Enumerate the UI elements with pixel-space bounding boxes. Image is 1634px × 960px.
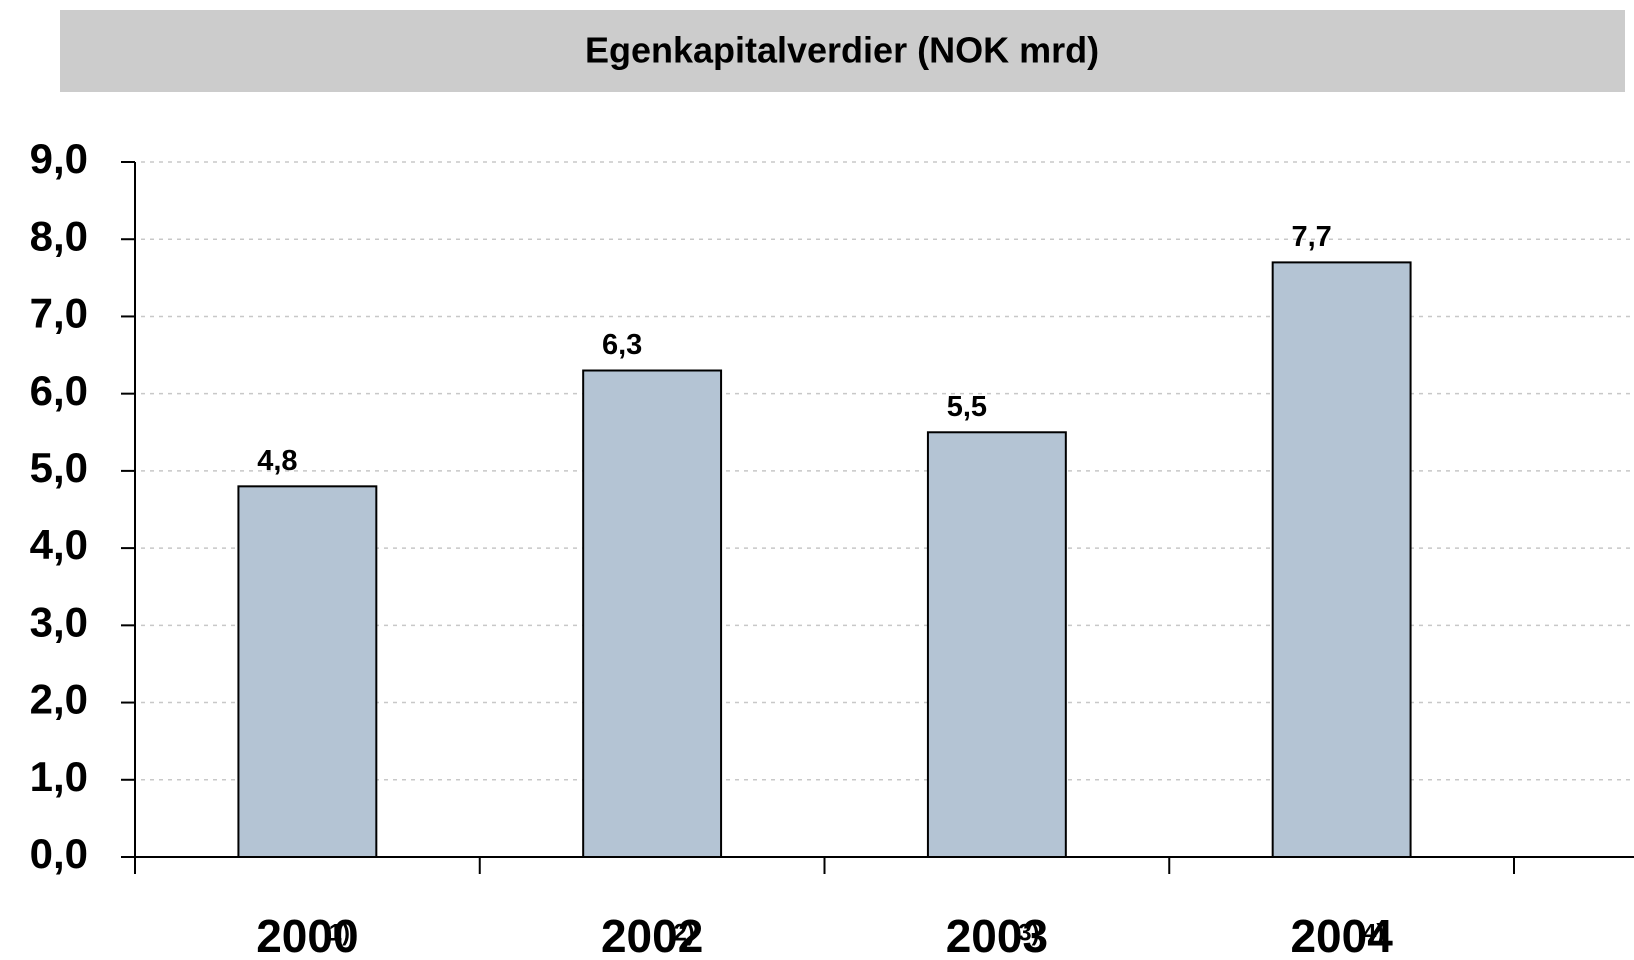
x-tick-label: 2003 xyxy=(946,910,1048,960)
y-tick-label: 0,0 xyxy=(30,830,88,877)
y-tick-label: 8,0 xyxy=(30,212,88,259)
title-banner xyxy=(60,10,1625,92)
x-tick-label: 2002 xyxy=(601,910,703,960)
y-tick-label: 3,0 xyxy=(30,598,88,645)
y-tick-label: 2,0 xyxy=(30,676,88,723)
category-note: 2) xyxy=(673,919,694,946)
category-note: 3) xyxy=(1018,919,1039,946)
y-tick-label: 7,0 xyxy=(30,290,88,337)
category-note: 4) xyxy=(1363,919,1384,946)
value-label: 6,3 xyxy=(602,329,642,361)
x-tick-label: 2000 xyxy=(256,910,358,960)
y-tick-label: 9,0 xyxy=(30,135,88,182)
category-note: 1) xyxy=(329,919,350,946)
bar xyxy=(582,369,723,858)
y-tick-label: 5,0 xyxy=(30,444,88,491)
bar xyxy=(926,431,1067,858)
bar xyxy=(237,485,378,858)
y-tick-label: 1,0 xyxy=(30,753,88,800)
y-tick-label: 6,0 xyxy=(30,367,88,414)
value-label: 4,8 xyxy=(257,445,297,477)
value-label: 7,7 xyxy=(1291,221,1331,253)
chart-title: Egenkapitalverdier (NOK mrd) xyxy=(585,30,1099,71)
y-tick-label: 4,0 xyxy=(30,521,88,568)
value-label: 5,5 xyxy=(947,391,987,423)
bar xyxy=(1271,261,1412,858)
x-tick-label: 2004 xyxy=(1290,910,1393,960)
